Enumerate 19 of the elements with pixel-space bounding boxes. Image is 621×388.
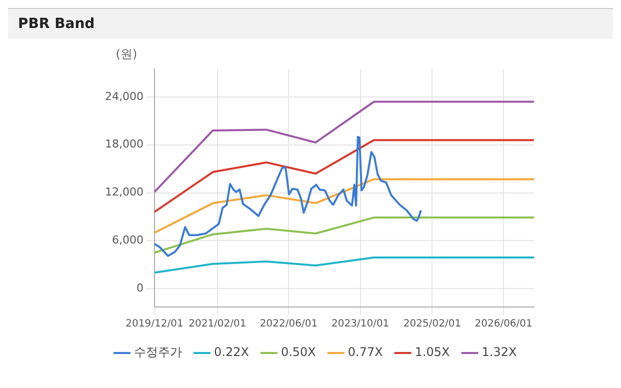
x-tick-label: 2025/02/01 (403, 318, 462, 330)
y-axis-title: (원) (116, 47, 138, 62)
chart-title: PBR Band (8, 8, 613, 39)
legend-label: 0.50X (280, 345, 316, 360)
legend-label: 수정주가 (134, 345, 182, 360)
legend-label: 1.05X (414, 345, 450, 360)
x-tick-label: 2019/12/01 (126, 318, 184, 330)
y-tick-label: 12,000 (104, 186, 144, 199)
y-tick-label: 6,000 (112, 234, 144, 247)
legend-label: 0.77X (348, 345, 383, 360)
x-tick-label: 2022/06/01 (260, 318, 318, 330)
y-tick-label: 18,000 (104, 138, 144, 151)
legend-label: 0.22X (214, 345, 249, 360)
y-tick-label: 0 (136, 281, 144, 294)
x-tick-label: 2021/02/01 (188, 318, 246, 330)
y-tick-label: 24,000 (104, 90, 144, 103)
x-tick-label: 2023/10/01 (332, 318, 390, 330)
x-tick-label: 2026/06/01 (474, 318, 532, 330)
legend-label: 1.32X (482, 345, 517, 360)
